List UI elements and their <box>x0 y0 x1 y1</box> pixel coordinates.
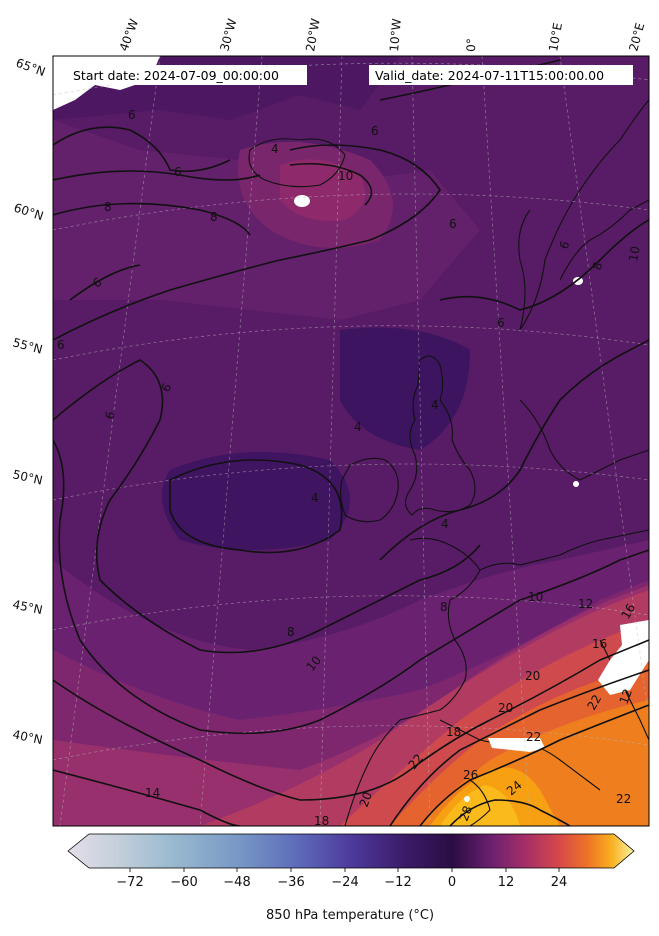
contour-labels: 6 6 6 6 6 8 8 10 4 4 4 4 4 6 6 6 8 8 10 … <box>57 108 643 828</box>
contour-label: 12 <box>578 597 593 611</box>
contour-label: 6 <box>128 108 136 122</box>
contour-label: 4 <box>311 491 319 505</box>
colorbar-tick-label: −72 <box>116 875 143 890</box>
colorbar-tick-label: 12 <box>498 875 515 890</box>
map-panel: 6 6 6 6 6 8 8 10 4 4 4 4 4 6 6 6 8 8 10 … <box>53 56 649 828</box>
contour-label: 8 <box>590 260 606 272</box>
lon-label: 10°E <box>546 22 565 53</box>
colorbar-ticks <box>129 868 560 872</box>
contour-label: 6 <box>497 316 505 330</box>
colorbar-tick-labels: −72 −60 −48 −36 −24 −12 0 12 24 <box>116 875 567 890</box>
contour-label: 6 <box>57 338 65 352</box>
contour-label: 18 <box>314 814 329 828</box>
contour-label: 6 <box>557 239 573 251</box>
contour-label: 16 <box>592 637 607 651</box>
latitude-labels: 65°N 60°N 55°N 50°N 45°N 40°N <box>11 56 47 748</box>
colorbar-tick-label: −12 <box>384 875 411 890</box>
contour-lines <box>53 59 649 826</box>
colorbar-tick-label: 24 <box>551 875 568 890</box>
colorbar: −72 −60 −48 −36 −24 −12 0 12 24 850 hPa … <box>67 833 635 923</box>
contour-label: 28 <box>457 804 475 823</box>
contour-label: 8 <box>440 600 448 614</box>
colorbar-tick-label: −36 <box>277 875 304 890</box>
lat-label: 45°N <box>11 597 43 617</box>
longitude-labels: 40°W 30°W 20°W 10°W 0° 10°E 20°E <box>117 17 648 53</box>
contour-label: 18 <box>446 725 461 739</box>
contour-label: 8 <box>287 625 295 639</box>
lon-label: 20°W <box>303 17 323 52</box>
colorbar-tick-label: 0 <box>448 875 456 890</box>
lon-label: 20°E <box>626 21 647 52</box>
colorbar-tick-label: −60 <box>170 875 197 890</box>
contour-label: 6 <box>371 124 379 138</box>
start-date: Start date: 2024-07-09_00:00:00 <box>73 68 279 83</box>
lon-label: 0° <box>464 38 478 52</box>
contour-label: 4 <box>271 142 279 156</box>
contour-label: 8 <box>104 200 112 214</box>
contour-label: 10 <box>626 245 642 262</box>
lon-label: 10°W <box>387 18 404 52</box>
contour-label: 20 <box>357 790 375 809</box>
colorbar-tick-label: −24 <box>331 875 358 890</box>
lat-label: 40°N <box>11 727 43 747</box>
contour-label: 4 <box>431 398 439 412</box>
contour-label: 12 <box>617 687 635 706</box>
lat-label: 65°N <box>14 56 47 80</box>
contour-label: 6 <box>449 217 457 231</box>
contour-label: 22 <box>526 730 541 744</box>
map-frame <box>52 55 650 827</box>
contour-label: 4 <box>441 517 449 531</box>
contour-label: 6 <box>174 165 182 179</box>
contour-label: 4 <box>354 420 362 434</box>
date-header: Start date: 2024-07-09_00:00:00 Valid_da… <box>67 65 633 85</box>
contour-label: 22 <box>584 692 604 712</box>
colorbar-bar <box>67 833 635 869</box>
lon-label: 30°W <box>217 17 239 53</box>
contour-label: 20 <box>525 669 540 683</box>
contour-label: 26 <box>463 768 478 782</box>
valid-date: Valid_date: 2024-07-11T15:00:00.00 <box>375 68 604 83</box>
contour-label: 10 <box>338 169 353 183</box>
contour-label: 8 <box>210 210 218 224</box>
contour-label: 6 <box>102 410 118 421</box>
lat-label: 55°N <box>11 335 44 356</box>
contour-label: 16 <box>618 601 638 621</box>
start-date-box <box>67 65 307 85</box>
colorbar-label: 850 hPa temperature (°C) <box>266 908 434 923</box>
contour-label: 22 <box>616 792 631 806</box>
lat-label: 50°N <box>11 467 44 487</box>
contour-label: 14 <box>145 786 160 800</box>
colorbar-tick-label: −48 <box>223 875 250 890</box>
valid-date-box <box>369 65 633 85</box>
lat-label: 60°N <box>12 201 45 224</box>
contour-label: 20 <box>498 701 513 715</box>
lon-label: 40°W <box>117 17 142 53</box>
contour-label: 10 <box>528 590 543 604</box>
